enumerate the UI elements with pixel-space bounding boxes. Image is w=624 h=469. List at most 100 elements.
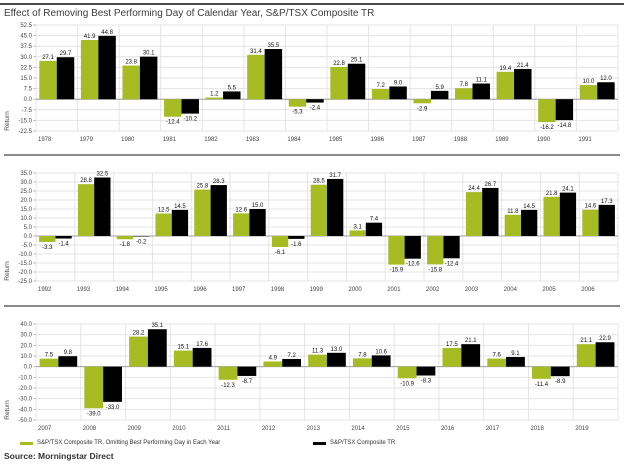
value-label: 7.6 — [493, 353, 502, 359]
bar-composite — [210, 185, 227, 236]
value-label: 26.7 — [485, 182, 497, 188]
chart-panel-3: 40.0 30.0 20.0 10.0 0.0 -10.0 -20.0 -30.0 -40.0 -… — [4, 322, 619, 432]
x-tick-label: 1980 — [121, 137, 135, 143]
value-label: 9.0 — [394, 80, 403, 86]
value-label: 5.9 — [435, 85, 444, 91]
value-label: 35.5 — [268, 43, 280, 49]
bar-composite — [56, 57, 75, 100]
y-tick-label: -10.0 — [18, 375, 32, 381]
y-tick-label: -40.0 — [18, 407, 32, 413]
value-label: 25.8 — [197, 184, 209, 190]
value-label: 10.0 — [583, 79, 595, 85]
bar-composite — [472, 83, 490, 100]
x-tick-label: 1992 — [38, 287, 52, 293]
y-tick-label: -30.0 — [18, 397, 32, 403]
y-tick-label: 22.5 — [20, 65, 32, 71]
bar-omitting — [496, 71, 515, 100]
bar-composite — [461, 344, 481, 367]
value-label: 14.5 — [523, 204, 535, 210]
y-tick-label: 0.0 — [24, 234, 33, 240]
value-label: 23.8 — [125, 60, 137, 66]
y-tick-label: 5.0 — [24, 225, 33, 231]
bar-composite — [327, 352, 346, 367]
value-label: 25.1 — [351, 58, 363, 64]
bar-omitting — [413, 99, 431, 104]
value-label: -2.9 — [417, 106, 428, 112]
bar-omitting — [310, 184, 327, 236]
source-note: Source: Morningstar Direct — [4, 451, 114, 461]
x-tick-label: 2011 — [217, 426, 231, 432]
bar-composite — [103, 366, 122, 402]
bar-composite — [365, 222, 383, 236]
value-label: 27.1 — [42, 55, 54, 61]
x-tick-label: 1998 — [271, 287, 285, 293]
bar-omitting — [39, 236, 56, 242]
bar-omitting — [84, 366, 104, 409]
x-tick-label: 2006 — [581, 287, 595, 293]
x-tick-label: 2017 — [486, 426, 500, 432]
x-tick-label: 2012 — [262, 426, 276, 432]
legend-item-composite: S&P/TSX Composite TR — [313, 439, 395, 447]
value-label: 24.1 — [562, 187, 574, 193]
y-tick-label: 40.0 — [20, 322, 32, 328]
x-tick-label: 1979 — [80, 137, 94, 143]
value-label: -39.0 — [87, 411, 101, 417]
bar-omitting — [80, 39, 99, 100]
bar-composite — [416, 366, 436, 376]
bar-omitting — [77, 184, 95, 236]
bar-composite — [559, 192, 577, 236]
value-label: 28.5 — [313, 179, 325, 185]
value-label: -1.8 — [120, 242, 131, 248]
legend-swatch-omitting — [20, 441, 33, 445]
value-label: 19.4 — [499, 66, 511, 72]
bar-composite — [482, 187, 499, 236]
x-tick-label: 2018 — [530, 426, 544, 432]
value-label: 17.5 — [446, 342, 458, 348]
value-label: 21.1 — [465, 338, 477, 344]
chart-panel-1: 52.5 45.0 37.5 30.0 22.5 15.0 7.5 0.0 -7.5 -15.0 -… — [4, 23, 619, 143]
x-tick-label: 1986 — [371, 137, 385, 143]
bar-composite — [555, 99, 574, 121]
bar-omitting — [579, 85, 598, 100]
y-tick-label: -50.0 — [18, 418, 32, 424]
y-tick-label: 52.5 — [20, 23, 32, 29]
value-label: 32.5 — [97, 172, 109, 178]
bar-omitting — [576, 344, 596, 367]
bar-omitting — [263, 361, 283, 367]
y-tick-label: 30.0 — [20, 55, 32, 61]
bar-omitting — [116, 236, 133, 240]
legend-swatch-composite — [313, 441, 326, 445]
value-label: -2.4 — [310, 106, 321, 112]
bar-composite — [147, 329, 167, 367]
value-label: 12.6 — [235, 207, 247, 213]
value-label: -15.8 — [428, 267, 442, 273]
value-label: -12.4 — [166, 120, 180, 126]
value-label: 7.2 — [376, 83, 385, 89]
value-label: 7.8 — [358, 352, 367, 358]
x-tick-label: 2019 — [575, 426, 589, 432]
value-label: -12.6 — [406, 262, 420, 268]
bar-composite — [514, 68, 532, 100]
value-label: -0.2 — [136, 240, 147, 246]
bar-composite — [288, 236, 305, 239]
value-label: 12.0 — [600, 76, 612, 82]
value-label: 10.6 — [375, 349, 387, 355]
bar-composite — [171, 209, 189, 236]
y-tick-label: -15.0 — [18, 118, 32, 124]
value-label: 28.3 — [213, 179, 225, 185]
y-tick-label: 15.0 — [20, 76, 32, 82]
x-tick-label: 2003 — [465, 287, 479, 293]
bar-omitting — [129, 336, 148, 367]
bar-composite — [94, 177, 111, 236]
bar-composite — [595, 342, 615, 367]
y-tick-label: 25.0 — [20, 189, 32, 195]
y-tick-label: 0.0 — [24, 365, 33, 371]
value-label: -1.4 — [58, 242, 69, 248]
y-axis-title: Return — [4, 111, 11, 131]
bar-omitting — [371, 89, 390, 100]
bar-omitting — [155, 213, 172, 236]
x-tick-label: 1988 — [454, 137, 468, 143]
x-tick-label: 2002 — [426, 287, 440, 293]
y-tick-label: -15.0 — [18, 261, 32, 267]
value-label: -5.3 — [292, 110, 303, 116]
